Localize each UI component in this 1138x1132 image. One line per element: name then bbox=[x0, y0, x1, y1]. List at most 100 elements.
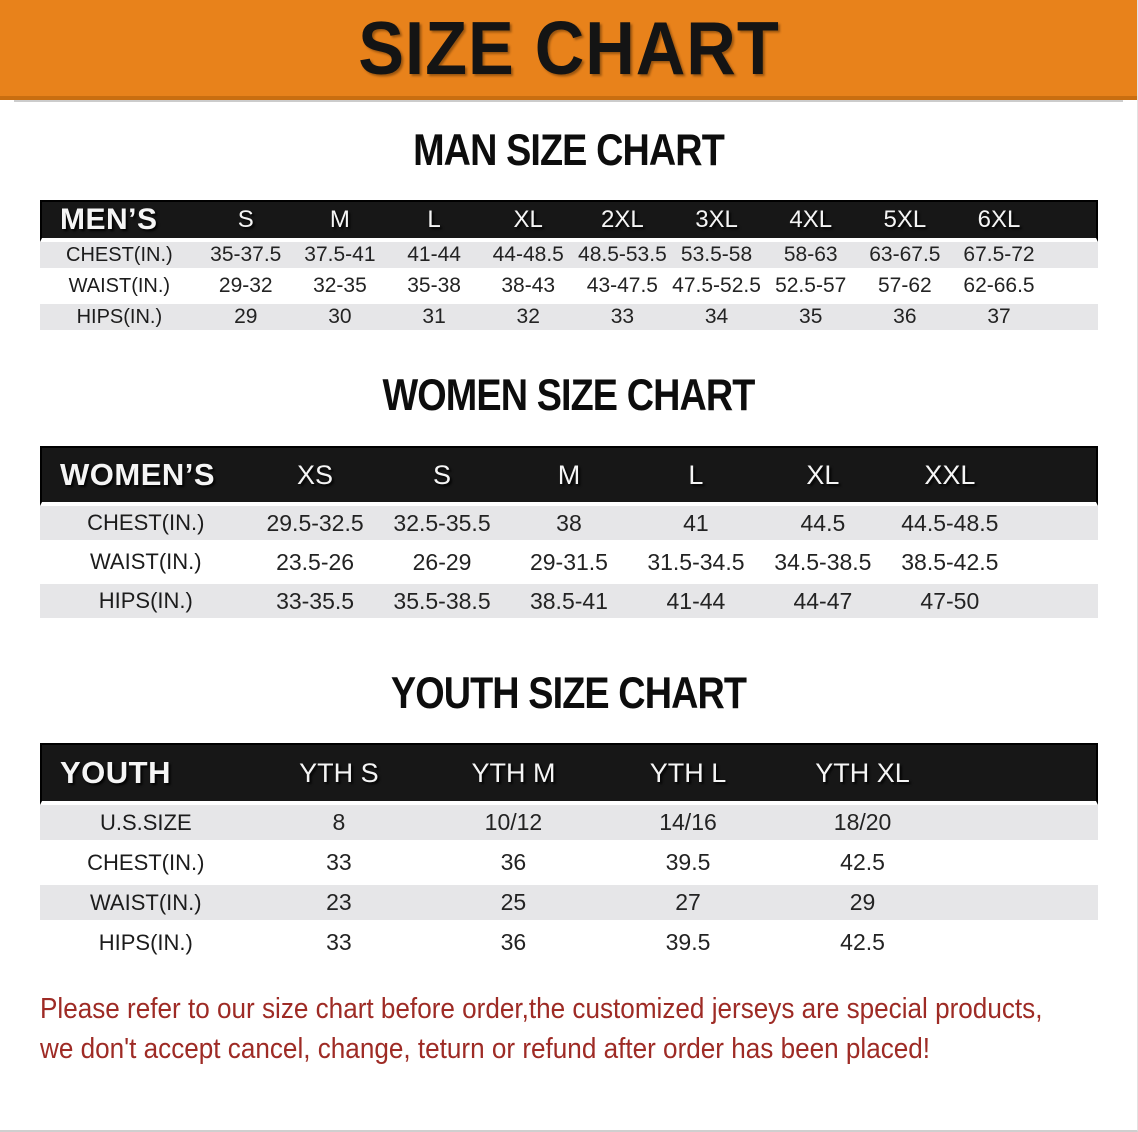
measurement-row: HIPS(IN.) 33 36 39.5 42.5 bbox=[40, 925, 1098, 965]
size-value-cell: 38 bbox=[505, 506, 633, 545]
size-value-cell: 44.5 bbox=[759, 506, 887, 545]
size-column-header: M bbox=[292, 200, 387, 242]
size-value-cell: 35-37.5 bbox=[198, 242, 293, 273]
size-value-cell: 63-67.5 bbox=[857, 242, 952, 273]
row-label-cell: CHEST(IN.) bbox=[40, 506, 252, 545]
size-value-cell: 18/20 bbox=[775, 805, 950, 845]
size-value-cell: 44.5-48.5 bbox=[886, 506, 1014, 545]
size-value-cell: 42.5 bbox=[775, 925, 950, 965]
size-value-cell: 67.5-72 bbox=[951, 242, 1047, 273]
size-value-cell: 36 bbox=[426, 925, 601, 965]
size-value-cell: 23 bbox=[251, 885, 427, 925]
measurement-row: HIPS(IN.) 33-35.5 35.5-38.5 38.5-41 41-44 44-… bbox=[40, 584, 1098, 623]
size-value-cell: 35-38 bbox=[387, 273, 482, 304]
measurement-row: CHEST(IN.) 35-37.5 37.5-41 41-44 44-48.5 48.5… bbox=[40, 242, 1098, 273]
size-value-cell: 27 bbox=[600, 885, 776, 925]
row-label-cell: HIPS(IN.) bbox=[40, 925, 252, 965]
size-value-cell: 44-48.5 bbox=[481, 242, 576, 273]
size-value-cell: 57-62 bbox=[857, 273, 952, 304]
size-value-cell: 35 bbox=[763, 304, 858, 335]
size-value-cell: 33 bbox=[251, 845, 427, 885]
row-label-cell: CHEST(IN.) bbox=[40, 242, 199, 273]
women-size-section: WOMEN SIZE CHART WOMEN’S XS S M L XL XXL CHEST(… bbox=[0, 369, 1137, 623]
size-value-cell: 32.5-35.5 bbox=[378, 506, 506, 545]
size-value-cell: 39.5 bbox=[600, 925, 776, 965]
row-label-cell: WAIST(IN.) bbox=[40, 885, 252, 925]
size-value-cell: 29-31.5 bbox=[505, 545, 633, 584]
table-header-row: YOUTH YTH S YTH M YTH L YTH XL bbox=[40, 743, 1098, 805]
measurement-row: CHEST(IN.) 29.5-32.5 32.5-35.5 38 41 44.5 44.5… bbox=[40, 506, 1098, 545]
spacer-cell bbox=[1013, 545, 1098, 584]
measurement-row: CHEST(IN.) 33 36 39.5 42.5 bbox=[40, 845, 1098, 885]
size-column-header: L bbox=[387, 200, 482, 242]
disclaimer-line-2: we don't accept cancel, change, teturn o… bbox=[40, 1033, 931, 1066]
size-value-cell: 33-35.5 bbox=[251, 584, 379, 623]
size-column-header: 4XL bbox=[763, 200, 858, 242]
size-value-cell: 38.5-41 bbox=[505, 584, 633, 623]
size-column-header: XL bbox=[481, 200, 576, 242]
size-column-header: YTH L bbox=[600, 743, 776, 805]
size-value-cell: 36 bbox=[426, 845, 601, 885]
table-title-cell: YOUTH bbox=[40, 743, 252, 805]
row-label-cell: U.S.SIZE bbox=[40, 805, 252, 845]
size-column-header: YTH XL bbox=[775, 743, 950, 805]
size-column-header: YTH M bbox=[426, 743, 601, 805]
banner: SIZE CHART bbox=[0, 0, 1137, 100]
size-value-cell: 38.5-42.5 bbox=[886, 545, 1014, 584]
size-value-cell: 32 bbox=[481, 304, 576, 335]
youth-size-table: YOUTH YTH S YTH M YTH L YTH XL U.S.SIZE 8 10/12… bbox=[40, 743, 1098, 965]
size-column-header: XS bbox=[251, 446, 379, 506]
banner-title: SIZE CHART bbox=[357, 5, 780, 91]
size-value-cell: 52.5-57 bbox=[763, 273, 858, 304]
table-header-row: MEN’S S M L XL 2XL 3XL 4XL 5XL 6XL bbox=[40, 200, 1098, 242]
youth-size-section: YOUTH SIZE CHART YOUTH YTH S YTH M YTH L YTH… bbox=[0, 668, 1137, 965]
size-value-cell: 29-32 bbox=[198, 273, 293, 304]
size-value-cell: 23.5-26 bbox=[251, 545, 379, 584]
size-column-header: 6XL bbox=[951, 200, 1047, 242]
spacer-cell bbox=[1013, 506, 1098, 545]
spacer-cell bbox=[949, 845, 1098, 885]
spacer-cell bbox=[1013, 446, 1098, 506]
womens-size-table: WOMEN’S XS S M L XL XXL CHEST(IN.) 29.5-32.5 32.5… bbox=[40, 446, 1098, 623]
size-value-cell: 8 bbox=[251, 805, 427, 845]
spacer-cell bbox=[1046, 242, 1098, 273]
size-value-cell: 34 bbox=[669, 304, 764, 335]
men-section-heading: MAN SIZE CHART bbox=[413, 124, 725, 175]
row-label-cell: WAIST(IN.) bbox=[40, 273, 199, 304]
size-value-cell: 10/12 bbox=[426, 805, 601, 845]
size-value-cell: 53.5-58 bbox=[669, 242, 764, 273]
size-value-cell: 62-66.5 bbox=[951, 273, 1047, 304]
size-value-cell: 41-44 bbox=[387, 242, 482, 273]
size-value-cell: 37 bbox=[951, 304, 1047, 335]
measurement-row: WAIST(IN.) 23 25 27 29 bbox=[40, 885, 1098, 925]
row-label-cell: HIPS(IN.) bbox=[40, 584, 252, 623]
spacer-cell bbox=[949, 925, 1098, 965]
spacer-cell bbox=[1013, 584, 1098, 623]
size-value-cell: 32-35 bbox=[292, 273, 387, 304]
size-value-cell: 14/16 bbox=[600, 805, 776, 845]
disclaimer-line-1: Please refer to our size chart before or… bbox=[40, 993, 1043, 1025]
size-column-header: M bbox=[505, 446, 633, 506]
measurement-row: WAIST(IN.) 23.5-26 26-29 29-31.5 31.5-34.5 34… bbox=[40, 545, 1098, 584]
size-value-cell: 48.5-53.5 bbox=[575, 242, 670, 273]
size-value-cell: 38-43 bbox=[481, 273, 576, 304]
women-section-heading: WOMEN SIZE CHART bbox=[382, 369, 756, 420]
size-value-cell: 31 bbox=[387, 304, 482, 335]
spacer-cell bbox=[949, 743, 1098, 805]
size-value-cell: 44-47 bbox=[759, 584, 887, 623]
table-title-cell: WOMEN’S bbox=[40, 446, 252, 506]
size-value-cell: 25 bbox=[426, 885, 601, 925]
size-value-cell: 35.5-38.5 bbox=[378, 584, 506, 623]
size-value-cell: 47-50 bbox=[886, 584, 1014, 623]
size-value-cell: 41-44 bbox=[632, 584, 760, 623]
size-column-header: 2XL bbox=[575, 200, 670, 242]
size-column-header: YTH S bbox=[251, 743, 427, 805]
size-column-header: XL bbox=[759, 446, 887, 506]
table-title-cell: MEN’S bbox=[40, 200, 199, 242]
size-value-cell: 47.5-52.5 bbox=[669, 273, 764, 304]
size-value-cell: 39.5 bbox=[600, 845, 776, 885]
measurement-row: U.S.SIZE 8 10/12 14/16 18/20 bbox=[40, 805, 1098, 845]
men-size-section: MAN SIZE CHART MEN’S S M L XL 2XL 3XL 4XL 5XL 6XL… bbox=[0, 124, 1137, 335]
size-chart-page: SIZE CHART MAN SIZE CHART MEN’S S M L XL 2XL 3… bbox=[0, 0, 1137, 1066]
size-value-cell: 33 bbox=[575, 304, 670, 335]
